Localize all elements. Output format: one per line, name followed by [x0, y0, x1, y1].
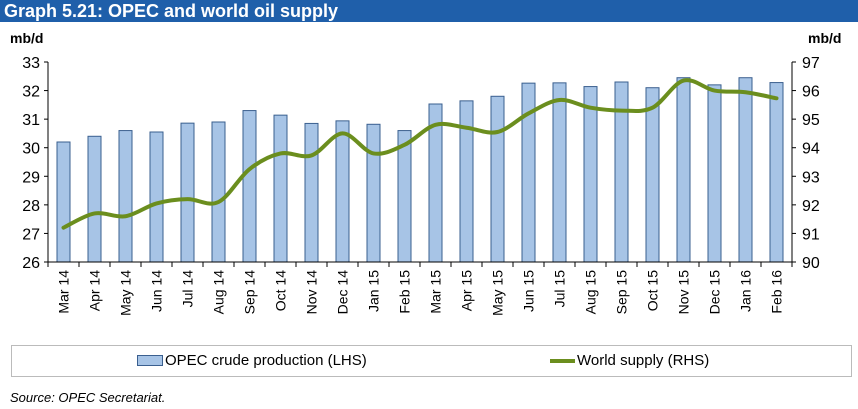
- y-tick-label-left: 31: [22, 112, 40, 129]
- legend-label: World supply (RHS): [577, 352, 710, 369]
- y-tick-label-right: 94: [802, 141, 820, 158]
- x-tick-label: Oct 15: [645, 270, 661, 311]
- bar: [87, 135, 102, 263]
- y-tick-label-left: 30: [22, 141, 40, 158]
- x-tick-label: Jan 16: [738, 270, 754, 312]
- y-tick-label-left: 28: [22, 198, 40, 215]
- y-tick-label-left: 27: [22, 226, 40, 243]
- x-tick-label: Feb 16: [769, 270, 785, 314]
- x-tick-label: Aug 14: [211, 270, 227, 315]
- x-tick-label: Jan 15: [366, 270, 382, 312]
- left-axis-unit: mb/d: [10, 30, 44, 46]
- bar: [769, 82, 784, 263]
- bar: [335, 120, 350, 263]
- x-tick-label: Dec 14: [335, 270, 351, 315]
- bar: [149, 131, 164, 263]
- y-tick-label-right: 92: [802, 198, 820, 215]
- legend-item-opec: OPEC crude production (LHS): [137, 352, 367, 369]
- bar: [583, 86, 598, 263]
- x-tick-label: Jul 15: [552, 270, 568, 308]
- x-tick-label: May 15: [490, 270, 506, 316]
- bar: [707, 84, 722, 263]
- x-tick-label: Oct 14: [273, 270, 289, 311]
- bar: [211, 121, 226, 263]
- x-tick-label: Mar 15: [428, 270, 444, 314]
- x-tick-label: Apr 14: [87, 270, 103, 311]
- y-tick-label-left: 32: [22, 84, 40, 101]
- x-tick-label: Aug 15: [583, 270, 599, 315]
- x-tick-label: May 14: [118, 270, 134, 316]
- bar: [273, 114, 288, 263]
- bar: [118, 130, 133, 263]
- x-tick-label: Jul 14: [180, 270, 196, 308]
- right-axis-unit: mb/d: [808, 30, 842, 46]
- x-tick-label: Apr 15: [459, 270, 475, 311]
- bar: [242, 110, 257, 263]
- y-tick-label-right: 95: [802, 112, 820, 129]
- x-tick-label: Mar 14: [56, 270, 72, 314]
- bar: [738, 77, 753, 263]
- source-note: Source: OPEC Secretariat.: [10, 390, 166, 405]
- bar: [366, 123, 381, 263]
- y-tick-label-right: 93: [802, 169, 820, 186]
- x-tick-label: Dec 15: [707, 270, 723, 315]
- y-tick-label-right: 97: [802, 55, 820, 72]
- bar: [645, 87, 660, 263]
- bar: [397, 130, 412, 263]
- x-tick-label: Sep 14: [242, 270, 258, 315]
- world-supply-line: [61, 78, 779, 230]
- y-tick-label-left: 26: [22, 255, 40, 272]
- legend: OPEC crude production (LHS) World supply…: [11, 345, 852, 377]
- x-tick-label: Jun 14: [149, 270, 165, 312]
- bar: [552, 82, 567, 263]
- legend-swatch-bar: [137, 355, 163, 366]
- bar: [490, 95, 505, 263]
- legend-label: OPEC crude production (LHS): [165, 352, 367, 369]
- bar: [56, 141, 71, 263]
- x-tick-label: Sep 15: [614, 270, 630, 315]
- y-tick-label-right: 90: [802, 255, 820, 272]
- plot-area: 26 27 28 29 30 31 32 33 90 91 92 93 94 95 96 97 Mar 14 Ap…: [22, 55, 820, 316]
- legend-swatch-line: [550, 358, 575, 363]
- bar: [676, 77, 691, 263]
- x-tick-label: Jun 15: [521, 270, 537, 312]
- x-tick-label: Feb 15: [397, 270, 413, 314]
- legend-item-world: World supply (RHS): [550, 352, 709, 369]
- y-tick-label-right: 91: [802, 226, 820, 243]
- x-tick-label: Nov 15: [676, 270, 692, 315]
- y-tick-label-left: 29: [22, 169, 40, 186]
- bar: [180, 122, 195, 263]
- chart-title: Graph 5.21: OPEC and world oil supply: [0, 0, 858, 22]
- bar: [304, 122, 319, 263]
- y-tick-label-right: 96: [802, 84, 820, 101]
- x-tick-label: Nov 14: [304, 270, 320, 315]
- y-tick-label-left: 33: [22, 55, 40, 72]
